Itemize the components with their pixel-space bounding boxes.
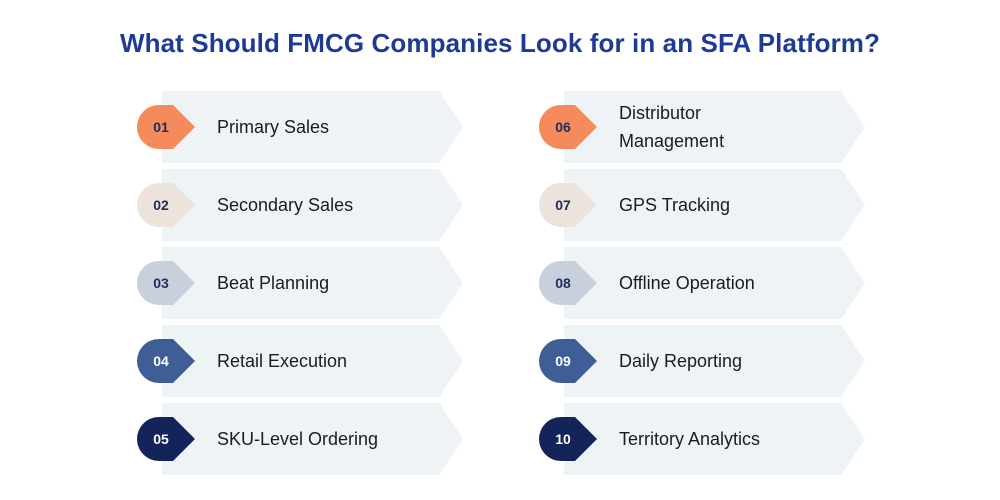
step-number: 06 [555,119,571,135]
feature-list-left: 01 Primary Sales 02 Secondary Sales 03 B… [137,91,467,481]
feature-label: SKU-Level Ordering [217,429,379,449]
step-number: 07 [555,197,571,213]
feature-item-07: 07 GPS Tracking [539,169,869,241]
feature-card [162,169,463,241]
step-number: 08 [555,275,571,291]
feature-label: Secondary Sales [217,195,354,215]
feature-card [162,325,463,397]
feature-list-right: 06 Distributor Management 07 GPS Trackin… [539,91,869,481]
feature-item-02: 02 Secondary Sales [137,169,467,241]
page-title: What Should FMCG Companies Look for in a… [120,28,880,58]
step-number: 10 [555,431,571,447]
step-number: 04 [153,353,169,369]
feature-item-10: 10 Territory Analytics [539,403,869,475]
feature-card [564,325,865,397]
feature-label: Offline Operation [619,273,755,293]
feature-label: Retail Execution [217,351,348,371]
feature-item-08: 08 Offline Operation [539,247,869,319]
feature-label: Primary Sales [217,117,330,137]
feature-card [564,247,865,319]
feature-card [564,403,865,475]
step-number: 01 [153,119,169,135]
feature-item-01: 01 Primary Sales [137,91,467,163]
feature-card [162,403,463,475]
feature-item-04: 04 Retail Execution [137,325,467,397]
feature-label: Beat Planning [217,273,330,293]
feature-label: Distributor Management [619,103,725,151]
feature-label: Daily Reporting [619,351,743,371]
step-number: 03 [153,275,169,291]
feature-card [564,91,865,163]
feature-label: GPS Tracking [619,195,731,215]
feature-card [162,247,463,319]
step-number: 02 [153,197,169,213]
feature-item-06: 06 Distributor Management [539,91,869,163]
feature-item-09: 09 Daily Reporting [539,325,869,397]
feature-card [564,169,865,241]
feature-label: Territory Analytics [619,429,761,449]
feature-card [162,91,463,163]
feature-item-03: 03 Beat Planning [137,247,467,319]
step-number: 09 [555,353,571,369]
step-number: 05 [153,431,169,447]
feature-item-05: 05 SKU-Level Ordering [137,403,467,475]
